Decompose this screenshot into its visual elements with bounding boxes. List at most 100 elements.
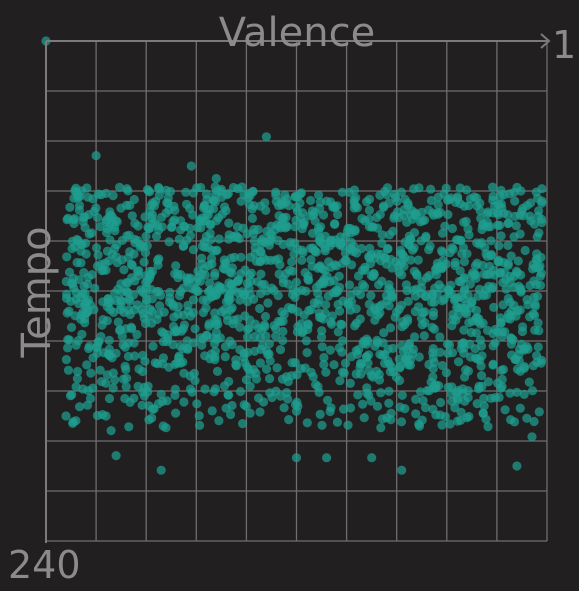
scatter-point: [384, 359, 394, 369]
scatter-point: [264, 240, 274, 250]
scatter-point: [330, 260, 340, 270]
scatter-point: [494, 241, 504, 251]
scatter-point: [384, 230, 395, 240]
scatter-point: [455, 183, 465, 193]
scatter-point: [223, 390, 233, 400]
scatter-point: [496, 318, 506, 328]
scatter-point: [257, 280, 267, 290]
scatter-point: [366, 307, 376, 317]
scatter-point: [519, 389, 529, 399]
scatter-point: [126, 259, 137, 269]
scatter-point: [124, 422, 134, 432]
scatter-point: [224, 293, 234, 303]
scatter-point: [505, 314, 515, 324]
scatter-point: [322, 453, 332, 463]
scatter-point: [92, 348, 102, 358]
scatter-point: [368, 222, 378, 232]
scatter-point: [395, 402, 405, 412]
scatter-point: [278, 335, 288, 346]
scatter-point: [353, 390, 363, 400]
scatter-point: [489, 302, 499, 312]
scatter-point: [346, 243, 356, 253]
scatter-point: [77, 329, 87, 339]
scatter-point: [88, 194, 98, 204]
scatter-point: [486, 393, 496, 403]
scatter-point: [62, 252, 72, 262]
scatter-point: [209, 287, 219, 297]
scatter-point: [296, 319, 306, 329]
scatter-point: [352, 203, 362, 213]
scatter-point: [154, 225, 164, 235]
scatter-point: [326, 403, 336, 413]
scatter-point: [483, 222, 493, 232]
scatter-point: [306, 195, 316, 206]
scatter-point: [512, 387, 522, 397]
scatter-point: [111, 451, 121, 461]
scatter-point: [476, 341, 487, 351]
scatter-point: [274, 254, 284, 264]
scatter-point: [490, 338, 500, 348]
scatter-point: [364, 205, 374, 215]
scatter-point: [336, 238, 346, 248]
scatter-point: [417, 320, 427, 330]
scatter-point: [211, 173, 221, 184]
scatter-point: [197, 241, 207, 251]
scatter-point: [72, 374, 82, 384]
scatter-point: [421, 233, 431, 243]
scatter-point: [323, 395, 333, 405]
scatter-point: [79, 281, 89, 291]
scatter-point: [488, 360, 498, 370]
scatter-point: [394, 354, 404, 364]
scatter-point: [395, 245, 406, 255]
scatter-point: [298, 326, 308, 336]
scatter-point: [297, 285, 307, 295]
scatter-point: [292, 370, 302, 380]
scatter-point: [433, 200, 443, 210]
scatter-point: [503, 240, 513, 250]
scatter-point: [186, 161, 196, 171]
scatter-point: [91, 151, 101, 161]
scatter-point: [530, 299, 540, 309]
scatter-point: [405, 360, 415, 370]
scatter-point: [75, 402, 85, 412]
scatter-point: [140, 248, 151, 258]
scatter-point: [330, 219, 340, 229]
scatter-point: [115, 305, 125, 315]
scatter-point: [260, 311, 271, 322]
scatter-point: [351, 193, 361, 203]
scatter-point: [210, 346, 220, 356]
scatter-point: [481, 290, 492, 300]
scatter-point: [90, 283, 100, 293]
scatter-point: [154, 287, 164, 297]
scatter-point: [147, 306, 157, 316]
scatter-point: [137, 400, 147, 410]
scatter-point: [534, 228, 544, 238]
scatter-point: [366, 396, 376, 406]
scatter-point: [350, 225, 360, 235]
scatter-point: [244, 323, 254, 333]
scatter-point: [518, 322, 528, 332]
scatter-point: [192, 399, 202, 409]
scatter-point: [229, 315, 239, 325]
scatter-point: [211, 319, 221, 330]
scatter-point: [360, 265, 370, 275]
scatter-point: [317, 277, 327, 287]
scatter-point: [221, 403, 231, 413]
scatter-point: [412, 284, 422, 294]
scatter-point: [414, 419, 424, 429]
scatter-point: [329, 360, 339, 370]
scatter-point: [266, 255, 276, 265]
scatter-point: [63, 343, 73, 353]
scatter-point: [537, 184, 547, 194]
scatter-point: [457, 339, 467, 349]
scatter-point: [132, 267, 143, 277]
scatter-point: [253, 224, 263, 235]
scatter-point: [246, 369, 256, 379]
scatter-point: [418, 216, 428, 226]
scatter-point: [188, 245, 198, 255]
scatter-point: [291, 453, 302, 463]
scatter-point: [256, 344, 266, 354]
scatter-point: [512, 461, 522, 471]
scatter-point: [284, 415, 294, 425]
scatter-point: [358, 399, 368, 409]
